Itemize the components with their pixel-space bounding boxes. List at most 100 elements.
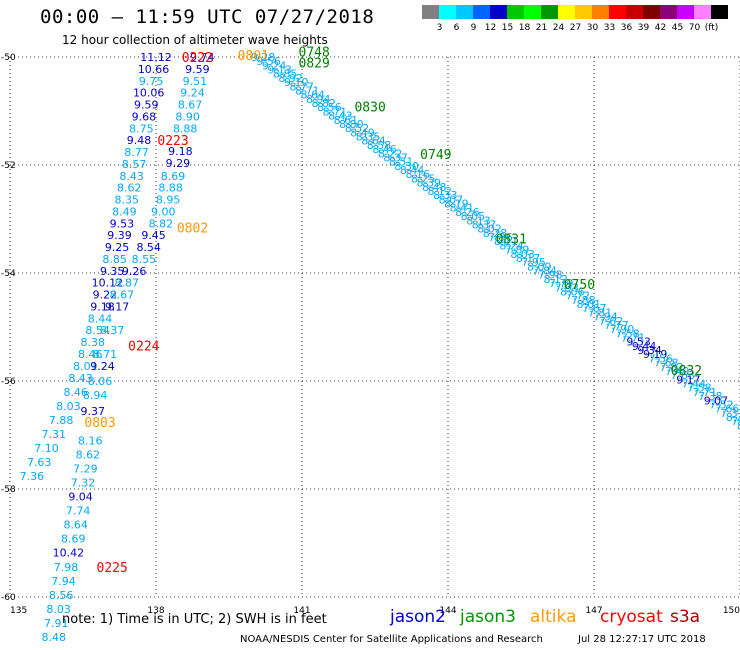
swh-value-label: 8.75 xyxy=(129,122,154,135)
lon-tick-label: 138 xyxy=(147,606,164,616)
swh-value-label: 8.43 xyxy=(119,170,144,183)
swh-value-label: 7.88 xyxy=(571,294,596,307)
swh-value-label: 7.32 xyxy=(71,477,96,490)
pass-time-label: 0801 xyxy=(238,49,269,64)
swh-value-label: 7.88 xyxy=(49,414,74,427)
color-swatch xyxy=(473,5,490,19)
color-swatch xyxy=(643,5,660,19)
swh-value-label: 7.33 xyxy=(720,407,740,420)
lat-tick-label: -50 xyxy=(1,53,16,63)
swh-value-label: 7.62 xyxy=(599,315,624,328)
color-scale-label: 36 xyxy=(620,23,633,33)
swh-value-label: 8.30 xyxy=(394,160,419,173)
swh-value-label: 9.00 xyxy=(151,205,176,218)
swh-value-label: 8.38 xyxy=(80,336,105,349)
credit-line: NOAA/NESDIS Center for Satellite Applica… xyxy=(240,634,543,645)
swh-value-label: 8.44 xyxy=(88,312,113,325)
color-swatch xyxy=(609,5,626,19)
swh-value-label: 7.46 xyxy=(731,415,740,428)
pass-time-label: 0223 xyxy=(157,134,188,149)
swh-value-label: 8.82 xyxy=(149,217,174,230)
lon-tick-label: 150 xyxy=(723,606,740,616)
swh-value-label: 8.26 xyxy=(455,206,480,219)
swh-value-label: 8.64 xyxy=(63,519,88,532)
swh-value-label: 9.59 xyxy=(185,63,210,76)
swh-value-label: 7.38 xyxy=(698,390,723,403)
swh-value-label: 8.35 xyxy=(356,131,381,144)
swh-value-label: 8.90 xyxy=(175,110,200,123)
swh-value-label: 7.98 xyxy=(54,561,79,574)
swh-value-label: 9.34 xyxy=(637,344,662,357)
swh-value-label: 9.22 xyxy=(93,289,118,302)
swh-value-label: 9.17 xyxy=(105,300,130,313)
swh-value-label: 8.67 xyxy=(110,289,135,302)
swh-value-label: 8.12 xyxy=(544,273,569,286)
swh-value-label: 8.92 xyxy=(278,72,303,85)
color-swatch xyxy=(524,5,541,19)
swh-value-label: 8.16 xyxy=(78,434,103,447)
color-scale-label: 70 xyxy=(688,23,701,33)
swh-value-label: 8.88 xyxy=(158,182,183,195)
swh-value-label: 8.77 xyxy=(289,80,314,93)
swh-value-label: 8.82 xyxy=(312,97,337,110)
swh-value-label: 9.04 xyxy=(68,491,93,504)
swh-value-label: 8.85 xyxy=(273,68,298,81)
swh-value-label: 9.74 xyxy=(190,51,215,64)
swh-value-label: 8.94 xyxy=(306,93,331,106)
legend-item-s3a: s3a xyxy=(670,607,701,627)
swh-value-label: 7.29 xyxy=(73,462,98,475)
swh-value-label: 9.07 xyxy=(704,394,729,407)
generated-timestamp: Jul 28 12:27:17 UTC 2018 xyxy=(578,634,706,645)
swh-value-label: 9.25 xyxy=(105,241,130,254)
color-scale-label: 12 xyxy=(484,23,497,33)
swh-value-label: 8.39 xyxy=(417,177,442,190)
swh-value-label: 8.03 xyxy=(56,400,81,413)
swh-value-label: 8.35 xyxy=(115,194,140,207)
swh-value-label: 7.98 xyxy=(538,269,563,282)
swh-value-label: 8.22 xyxy=(726,411,740,424)
page-title: 00:00 – 11:59 UTC 07/27/2018 xyxy=(40,6,375,28)
swh-value-label: 7.82 xyxy=(660,361,685,374)
swh-value-label: 8.12 xyxy=(428,185,453,198)
swh-value-label: 9.28 xyxy=(251,51,276,64)
swh-value-label: 9.48 xyxy=(127,134,152,147)
swh-value-label: 9.53 xyxy=(110,217,135,230)
swh-value-label: 8.06 xyxy=(88,375,113,388)
swh-value-label: 8.48 xyxy=(42,631,67,644)
swh-value-label: 8.77 xyxy=(124,146,149,159)
color-swatch xyxy=(575,5,592,19)
swh-value-label: 8.71 xyxy=(93,348,118,361)
swh-value-label: 8.95 xyxy=(156,194,181,207)
color-scale-label: 24 xyxy=(552,23,565,33)
swh-value-label: 8.49 xyxy=(112,205,137,218)
swh-value-label: 8.57 xyxy=(122,158,147,171)
pass-time-label: 0222 xyxy=(182,51,213,66)
swh-value-label: 9.75 xyxy=(139,75,164,88)
swh-value-label: 8.25 xyxy=(411,172,436,185)
swh-value-label: 9.51 xyxy=(183,75,208,88)
swh-value-label: 8.48 xyxy=(422,181,447,194)
swh-value-label: 7.66 xyxy=(715,403,740,416)
swh-value-label: 8.41 xyxy=(450,202,475,215)
pass-time-label: 0832 xyxy=(671,364,702,379)
swh-value-label: 8.56 xyxy=(49,589,74,602)
color-swatch xyxy=(558,5,575,19)
swh-value-label: 10.66 xyxy=(138,63,170,76)
swh-value-label: 7.44 xyxy=(682,378,707,391)
lon-tick-label: 147 xyxy=(585,606,602,616)
lat-tick-label: -58 xyxy=(1,485,16,495)
color-scale-label: 33 xyxy=(603,23,616,33)
swh-value-label: 9.37 xyxy=(80,405,105,418)
swh-value-label: 9.10 xyxy=(284,76,309,89)
lon-tick-label: 144 xyxy=(439,606,456,616)
swh-value-label: 8.80 xyxy=(339,118,364,131)
swh-value-label: 8.61 xyxy=(334,114,359,127)
swh-value-label: 8.01 xyxy=(73,360,98,373)
color-swatch xyxy=(660,5,677,19)
swh-value-label: 11.12 xyxy=(140,51,172,64)
swh-value-label: 9.39 xyxy=(107,229,132,242)
swh-value-label: 8.03 xyxy=(46,603,71,616)
pass-time-label: 0225 xyxy=(97,561,128,576)
footnote: note: 1) Time is in UTC; 2) SWH is in fe… xyxy=(62,612,327,627)
swh-value-label: 9.24 xyxy=(180,87,205,100)
